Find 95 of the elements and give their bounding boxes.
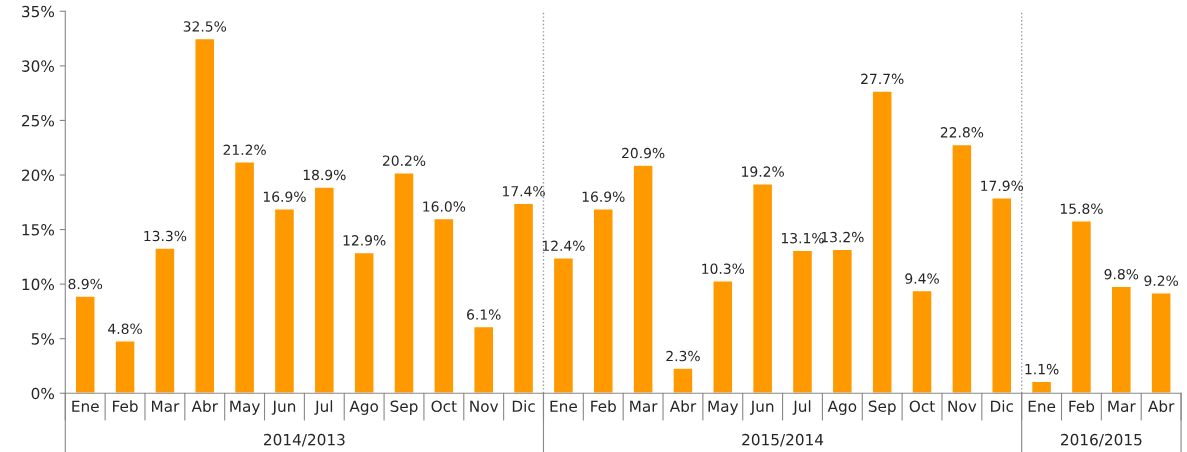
data-label: 13.2% bbox=[821, 231, 864, 243]
bar bbox=[871, 90, 893, 394]
data-label: 16.0% bbox=[423, 201, 466, 212]
x-tick-label: Ene bbox=[1028, 400, 1056, 413]
text: 2014/2013 bbox=[264, 433, 345, 447]
bar bbox=[1070, 220, 1093, 394]
x-tick-label: Ago bbox=[349, 400, 379, 415]
x-tick-label: Dic bbox=[512, 400, 535, 413]
x-tick-label: Ago bbox=[827, 400, 857, 415]
y-tick-label: 15% bbox=[22, 224, 55, 236]
x-tick-label: Sep bbox=[390, 400, 418, 415]
x-tick-label: Nov bbox=[948, 400, 977, 413]
x-tick-label: Abr bbox=[1148, 400, 1175, 413]
y-tick-label: 25% bbox=[22, 114, 55, 127]
bar bbox=[433, 217, 455, 394]
x-tick-label: Nov bbox=[470, 400, 499, 413]
bar bbox=[991, 197, 1013, 394]
data-label: 32.5% bbox=[183, 21, 227, 32]
bar bbox=[353, 251, 375, 394]
bar bbox=[74, 295, 96, 394]
x-tick-label: Feb bbox=[1069, 400, 1095, 413]
x-tick-label: Feb bbox=[591, 400, 616, 413]
data-label: 9.4% bbox=[905, 273, 939, 284]
bar bbox=[712, 280, 734, 394]
x-tick-label: Jun bbox=[271, 400, 296, 415]
bar bbox=[791, 249, 814, 394]
data-label: 27.7% bbox=[861, 73, 904, 85]
bar bbox=[154, 247, 176, 394]
x-tick-label: Oct bbox=[909, 400, 935, 413]
data-label: 12.4% bbox=[542, 240, 585, 252]
bar bbox=[233, 161, 256, 394]
bar bbox=[473, 325, 495, 394]
bar bbox=[831, 248, 854, 394]
y-tick-label: 0% bbox=[31, 387, 55, 400]
bar bbox=[512, 202, 535, 394]
bar bbox=[273, 208, 296, 394]
bar bbox=[194, 37, 216, 394]
x-tick-label: Jul bbox=[314, 400, 333, 415]
y-tick-label: 30% bbox=[22, 60, 55, 72]
y-tick-label: 10% bbox=[22, 278, 55, 291]
data-label: 4.8% bbox=[108, 323, 142, 334]
bar bbox=[751, 183, 774, 394]
x-tick-label: Jun bbox=[749, 400, 774, 415]
bar bbox=[911, 289, 933, 394]
data-label: 17.4% bbox=[503, 186, 545, 197]
data-label: 1.1% bbox=[1025, 363, 1059, 375]
x-tick-label: Jul bbox=[792, 400, 811, 415]
data-label: 16.9% bbox=[263, 191, 306, 202]
bar bbox=[552, 257, 575, 394]
x-tick-label: Mar bbox=[630, 400, 658, 413]
data-label: 12.9% bbox=[343, 235, 386, 246]
bar bbox=[632, 164, 654, 394]
bar bbox=[393, 172, 415, 394]
x-tick-label: Dic bbox=[991, 400, 1013, 413]
bar bbox=[1030, 380, 1053, 394]
data-label: 22.8% bbox=[940, 127, 984, 138]
data-label: 18.9% bbox=[303, 169, 346, 181]
bar bbox=[672, 367, 694, 394]
x-tick-label: Feb bbox=[113, 400, 138, 413]
data-label: 20.9% bbox=[622, 147, 665, 159]
x-tick-label: Abr bbox=[669, 400, 697, 413]
data-label: 13.1% bbox=[781, 232, 824, 244]
data-label: 20.2% bbox=[382, 155, 426, 166]
data-label: 8.9% bbox=[68, 278, 103, 290]
bar bbox=[1150, 292, 1172, 394]
bar bbox=[313, 186, 335, 394]
bar bbox=[592, 208, 614, 394]
text: 2015/2014 bbox=[742, 433, 824, 447]
x-tick-label: Mar bbox=[151, 400, 180, 413]
data-label: 19.2% bbox=[742, 166, 784, 177]
data-label: 15.8% bbox=[1060, 203, 1103, 214]
x-tick-label: May bbox=[230, 400, 260, 415]
x-tick-label: Mar bbox=[1108, 400, 1136, 413]
x-tick-label: Abr bbox=[191, 400, 218, 413]
data-label: 13.3% bbox=[144, 230, 187, 242]
x-tick-label: May bbox=[708, 400, 739, 415]
data-label: 9.2% bbox=[1144, 275, 1179, 286]
x-tick-label: Ene bbox=[550, 400, 577, 413]
x-tick-label: Sep bbox=[868, 400, 896, 415]
data-label: 2.3% bbox=[666, 350, 700, 362]
data-label: 21.2% bbox=[223, 144, 266, 156]
y-tick-label: 5% bbox=[31, 333, 55, 345]
data-label: 6.1% bbox=[467, 309, 501, 320]
data-label: 9.8% bbox=[1104, 268, 1139, 280]
data-label: 17.9% bbox=[981, 180, 1024, 192]
bar bbox=[951, 143, 973, 394]
data-label: 10.3% bbox=[702, 263, 745, 274]
x-tick-label: Ene bbox=[72, 400, 99, 413]
y-tick-label: 35% bbox=[22, 5, 55, 18]
text: 2016/2015 bbox=[1061, 433, 1142, 447]
x-tick-label: Oct bbox=[431, 400, 457, 413]
data-label: 16.9% bbox=[582, 191, 625, 202]
bar bbox=[114, 340, 136, 394]
bar bbox=[1110, 285, 1132, 394]
y-tick-label: 20% bbox=[22, 169, 55, 182]
